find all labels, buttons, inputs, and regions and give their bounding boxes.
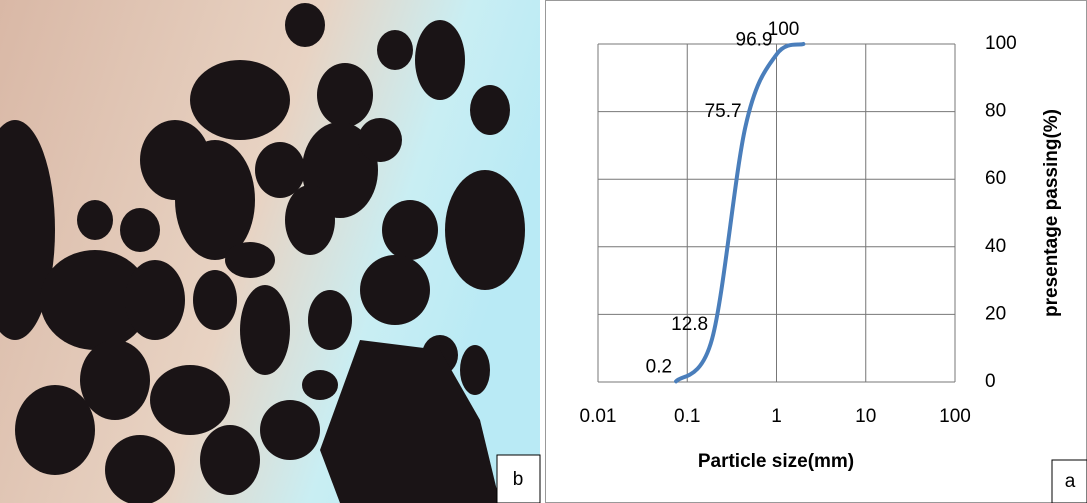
x-tick-label: 1 [771, 406, 782, 427]
x-tick-label: 0.01 [580, 406, 617, 427]
chart-frame [545, 0, 1087, 503]
y-tick-label: 60 [985, 168, 1006, 189]
data-label: 100 [768, 19, 800, 40]
y-tick-label: 0 [985, 371, 996, 392]
panel-label-box [1051, 459, 1087, 503]
panel-label: b [513, 469, 524, 490]
x-axis-title: Particle size(mm) [698, 451, 854, 472]
particle-photo: b [0, 0, 541, 503]
data-line [674, 42, 806, 384]
y-tick-label: 80 [985, 101, 1006, 122]
y-tick-label: 20 [985, 303, 1006, 324]
y-tick-label: 40 [985, 236, 1006, 257]
y-tick-label: 100 [985, 33, 1017, 54]
data-label: 96.9 [736, 29, 773, 50]
data-label: 12.8 [671, 314, 708, 335]
x-tick-label: 10 [855, 406, 876, 427]
data-label: 75.7 [705, 101, 742, 122]
panel-label: a [1065, 471, 1076, 492]
data-label: 0.2 [646, 356, 672, 377]
plot: 0 20 40 60 80 100 0.01 0.1 1 10 100 0.2 12.8 75.7 96.9… [580, 19, 1017, 427]
y-axis-title: presentage passing(%) [1041, 109, 1062, 317]
x-tick-label: 100 [939, 406, 971, 427]
x-tick-label: 0.1 [674, 406, 700, 427]
